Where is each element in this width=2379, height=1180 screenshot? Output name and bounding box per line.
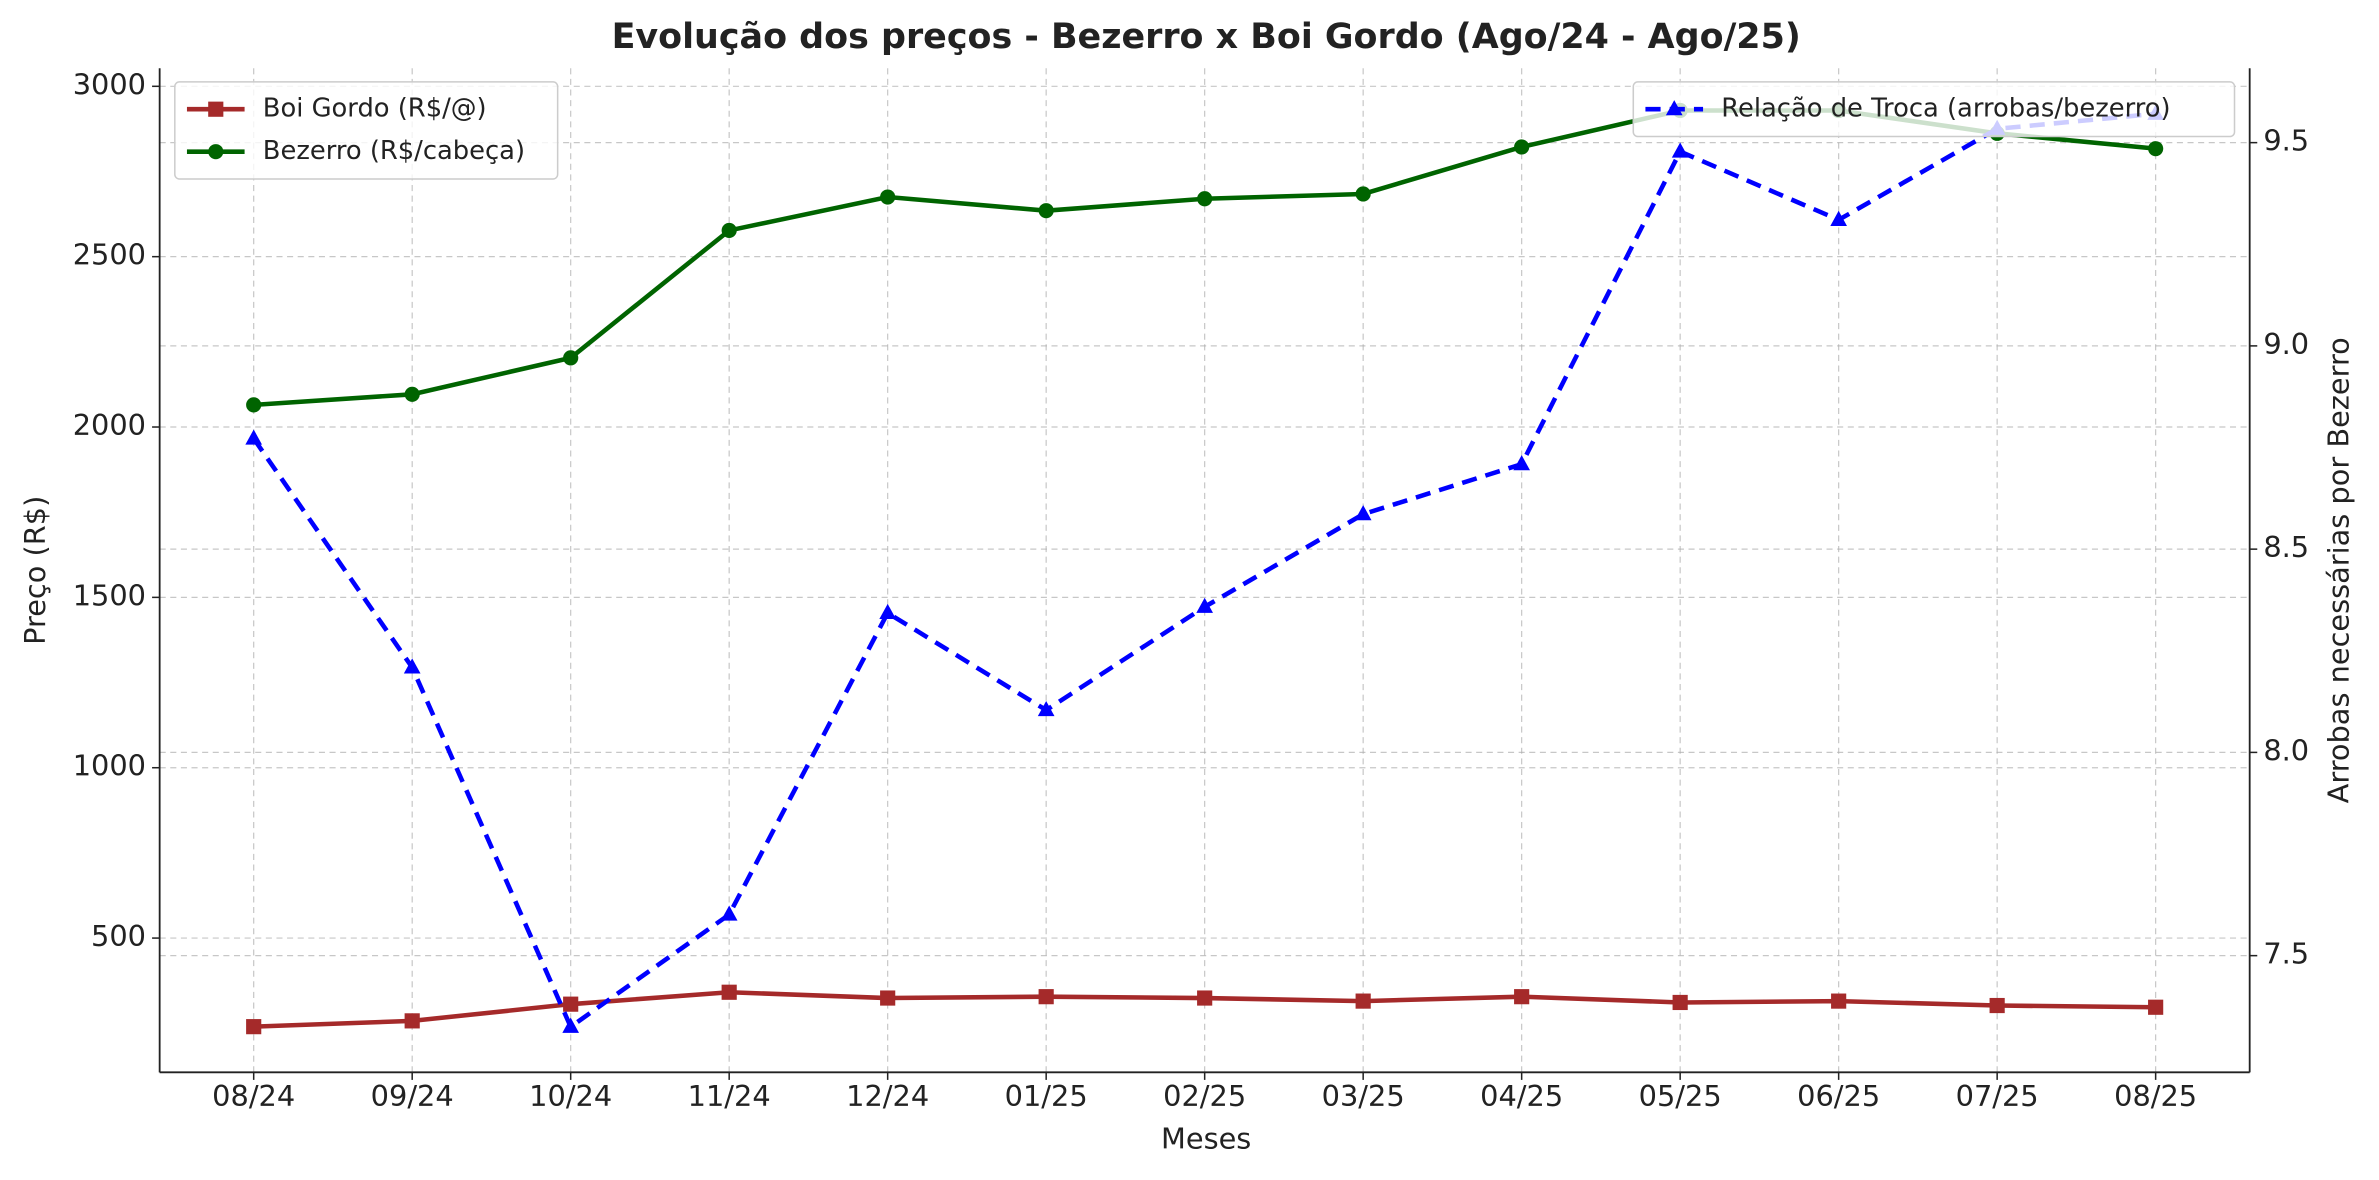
data-point <box>1197 990 1213 1006</box>
x-tick-label: 03/25 <box>1322 1079 1405 1113</box>
x-axis-label: Meses <box>1161 1122 1251 1156</box>
data-point <box>1038 203 1054 219</box>
x-tick-label: 09/24 <box>371 1079 454 1113</box>
data-point <box>1513 455 1531 471</box>
data-point <box>404 386 420 402</box>
y2-tick-label: 8.0 <box>2263 733 2309 767</box>
data-point <box>404 1013 420 1029</box>
x-tick-label: 07/25 <box>1956 1079 2039 1113</box>
y2-axis-label: Arrobas necessárias por Bezerro <box>2322 337 2356 803</box>
y-axis-label: Preço (R$) <box>18 496 52 645</box>
data-point <box>1672 994 1688 1011</box>
legend-label: Boi Gordo (R$/@) <box>263 94 487 124</box>
data-point <box>1989 997 2005 1014</box>
data-point <box>1354 505 1372 521</box>
data-point <box>1037 701 1055 717</box>
x-tick-label: 12/24 <box>846 1079 929 1113</box>
y2-tick-label: 8.5 <box>2263 530 2309 564</box>
y2-tick-label: 9.5 <box>2263 124 2309 158</box>
data-point <box>1514 989 1530 1005</box>
y-tick-label: 1500 <box>73 578 146 612</box>
x-tick-label: 04/25 <box>1480 1079 1563 1113</box>
data-point <box>1830 210 1847 226</box>
data-point <box>1355 186 1371 202</box>
x-tick-label: 06/25 <box>1797 1079 1880 1113</box>
x-tick-label: 11/24 <box>688 1079 771 1113</box>
x-tick-label: 10/24 <box>529 1079 612 1113</box>
data-point <box>563 350 579 366</box>
legend-box <box>174 81 559 180</box>
data-point <box>880 189 896 205</box>
x-tick-label: 08/25 <box>2114 1079 2197 1113</box>
y2-tick-label: 7.5 <box>2263 937 2309 971</box>
data-point <box>245 429 263 445</box>
data-point <box>720 905 738 921</box>
legend-label: Bezerro (R$/cabeça) <box>263 136 525 166</box>
data-point <box>880 990 896 1006</box>
y-tick-label: 2500 <box>73 238 146 272</box>
x-tick-label: 01/25 <box>1005 1079 1088 1113</box>
x-tick-label: 08/24 <box>212 1079 295 1113</box>
x-tick-label: 05/25 <box>1639 1079 1722 1113</box>
data-point <box>563 996 579 1012</box>
data-point <box>1514 139 1530 155</box>
legend-marker <box>1665 100 1683 116</box>
data-point <box>1196 597 1214 613</box>
y-tick-label: 1000 <box>73 749 146 783</box>
data-point <box>2148 999 2164 1015</box>
legend-marker <box>208 144 224 160</box>
y2-tick-label: 9.0 <box>2263 327 2309 361</box>
data-point <box>1831 993 1847 1009</box>
data-point <box>1355 993 1371 1009</box>
data-point <box>1038 989 1054 1005</box>
data-point <box>879 603 897 620</box>
data-point <box>721 222 737 239</box>
data-point <box>246 397 262 413</box>
data-point <box>1197 191 1213 207</box>
chart-title: Evolução dos preços - Bezerro x Boi Gord… <box>612 17 1801 57</box>
data-point <box>721 984 737 1000</box>
x-tick-label: 02/25 <box>1163 1079 1246 1113</box>
y-tick-label: 500 <box>91 919 146 953</box>
data-point <box>246 1019 262 1035</box>
legend-marker <box>208 101 224 117</box>
data-point <box>403 658 421 674</box>
y-tick-label: 3000 <box>73 67 146 101</box>
y-tick-label: 2000 <box>73 408 146 442</box>
data-point <box>2148 141 2164 157</box>
data-point <box>562 1017 580 1033</box>
data-point <box>1671 142 1689 158</box>
legend-label: Relação de Troca (arrobas/bezerro) <box>1721 94 2170 124</box>
legend-box <box>1632 81 2236 138</box>
